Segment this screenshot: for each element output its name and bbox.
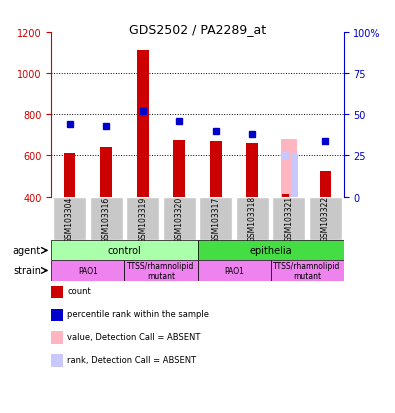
Bar — [124, 261, 198, 281]
Bar — [90, 197, 122, 241]
Text: strain: strain — [13, 266, 41, 276]
Text: agent: agent — [13, 246, 41, 256]
Text: GSM103304: GSM103304 — [65, 196, 74, 242]
Text: GSM103320: GSM103320 — [175, 196, 184, 242]
Text: GSM103322: GSM103322 — [321, 196, 330, 242]
Bar — [163, 197, 196, 241]
Bar — [246, 144, 258, 197]
Bar — [126, 197, 159, 241]
Bar — [198, 241, 344, 261]
Text: GSM103316: GSM103316 — [102, 196, 111, 242]
Bar — [271, 261, 344, 281]
Bar — [173, 141, 185, 197]
Bar — [198, 261, 271, 281]
Text: control: control — [107, 246, 141, 256]
Bar — [281, 140, 297, 197]
Text: TTSS/rhamnolipid
mutant: TTSS/rhamnolipid mutant — [273, 261, 341, 280]
Text: value, Detection Call = ABSENT: value, Detection Call = ABSENT — [67, 332, 201, 341]
Text: GSM103318: GSM103318 — [248, 196, 257, 242]
Text: PAO1: PAO1 — [224, 266, 244, 275]
Bar — [53, 197, 86, 241]
Bar — [282, 195, 289, 197]
Text: GSM103321: GSM103321 — [284, 196, 293, 242]
Text: count: count — [67, 287, 91, 296]
Text: GDS2502 / PA2289_at: GDS2502 / PA2289_at — [129, 23, 266, 36]
Bar — [273, 197, 305, 241]
Text: percentile rank within the sample: percentile rank within the sample — [67, 309, 209, 318]
Bar — [100, 148, 112, 197]
Bar — [210, 142, 222, 197]
Bar — [51, 261, 124, 281]
Text: GSM103317: GSM103317 — [211, 196, 220, 242]
Bar — [309, 197, 342, 241]
Bar — [64, 154, 75, 197]
Bar — [320, 171, 331, 197]
Bar — [199, 197, 232, 241]
Bar — [137, 50, 149, 197]
Text: PAO1: PAO1 — [78, 266, 98, 275]
Text: TTSS/rhamnolipid
mutant: TTSS/rhamnolipid mutant — [127, 261, 195, 280]
Bar — [51, 241, 198, 261]
Bar — [236, 197, 269, 241]
Bar — [292, 154, 298, 197]
Text: GSM103319: GSM103319 — [138, 196, 147, 242]
Text: rank, Detection Call = ABSENT: rank, Detection Call = ABSENT — [67, 355, 196, 364]
Text: epithelia: epithelia — [249, 246, 292, 256]
